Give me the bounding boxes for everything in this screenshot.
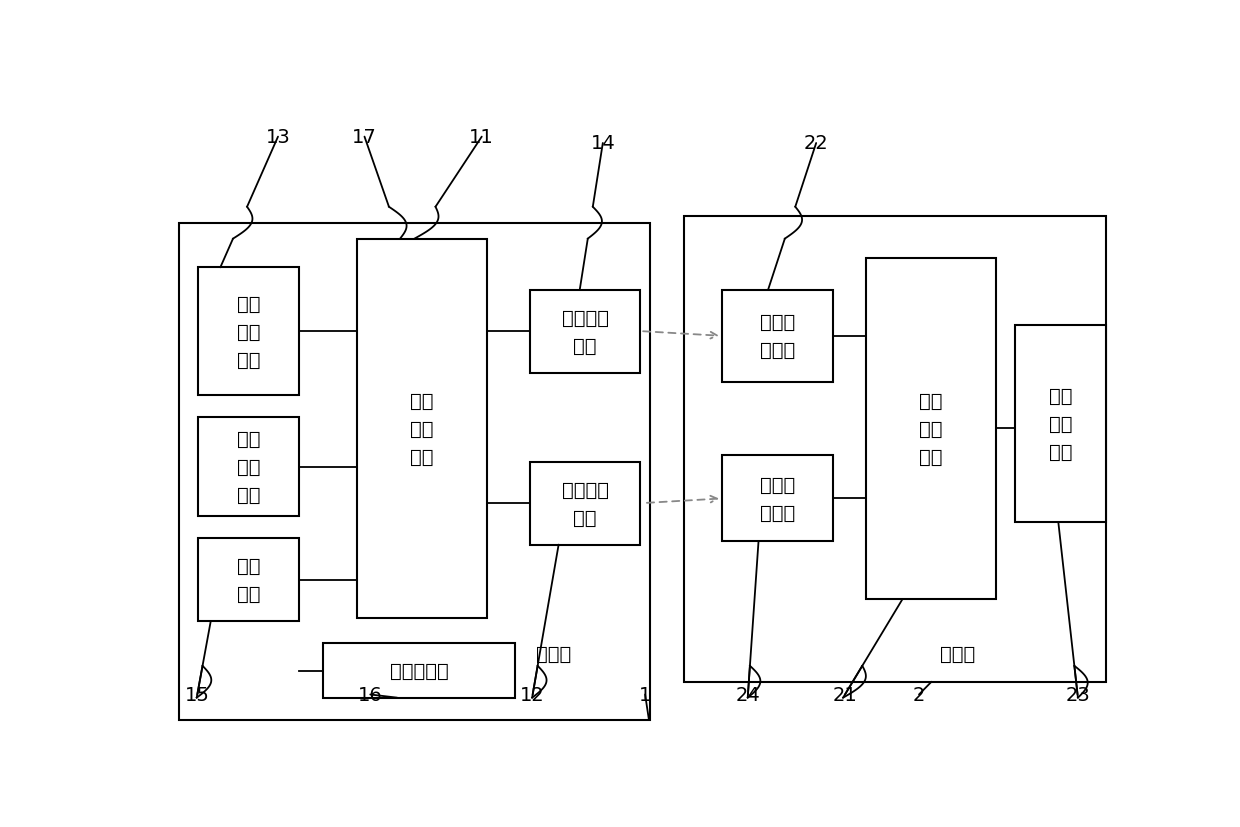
Text: 16: 16	[358, 685, 383, 704]
Text: 24: 24	[735, 685, 760, 704]
Text: 空调接
收电路: 空调接 收电路	[760, 313, 795, 360]
Text: 1: 1	[639, 685, 651, 704]
Bar	[179, 223, 650, 720]
Bar	[683, 217, 1106, 682]
Text: 2: 2	[913, 685, 925, 704]
Text: 21: 21	[832, 685, 857, 704]
Text: 15: 15	[185, 685, 210, 704]
Bar	[357, 239, 486, 619]
Bar	[198, 538, 299, 621]
Text: 11: 11	[470, 128, 494, 147]
Bar	[324, 643, 516, 698]
Text: 遥控
显示
模块: 遥控 显示 模块	[237, 294, 260, 369]
Text: 空调
控制
模块: 空调 控制 模块	[919, 391, 942, 466]
Text: 切换
模块: 切换 模块	[237, 557, 260, 604]
Text: 遥控接收
模块: 遥控接收 模块	[562, 480, 609, 527]
Bar	[722, 456, 832, 542]
Bar	[198, 268, 299, 395]
Text: 空调
信息
模块: 空调 信息 模块	[1049, 386, 1073, 461]
Bar	[1016, 325, 1106, 523]
Text: 遥控器: 遥控器	[536, 643, 572, 662]
Bar	[722, 290, 832, 383]
Bar	[529, 290, 640, 373]
Bar	[529, 462, 640, 545]
Text: 遥控
控制
模块: 遥控 控制 模块	[410, 391, 434, 466]
Text: 22: 22	[804, 134, 828, 153]
Text: 遥控发射
模块: 遥控发射 模块	[562, 308, 609, 355]
Bar	[198, 418, 299, 516]
Text: 空调发
射电路: 空调发 射电路	[760, 476, 795, 523]
Text: 14: 14	[590, 134, 615, 153]
Text: 状态切换键: 状态切换键	[389, 662, 449, 681]
Text: 13: 13	[265, 128, 290, 147]
Text: 遥控
信息
模块: 遥控 信息 模块	[237, 429, 260, 504]
Text: 室内机: 室内机	[940, 643, 975, 662]
Text: 17: 17	[352, 128, 377, 147]
Text: 12: 12	[521, 685, 546, 704]
Text: 23: 23	[1065, 685, 1090, 704]
Bar	[866, 258, 996, 599]
